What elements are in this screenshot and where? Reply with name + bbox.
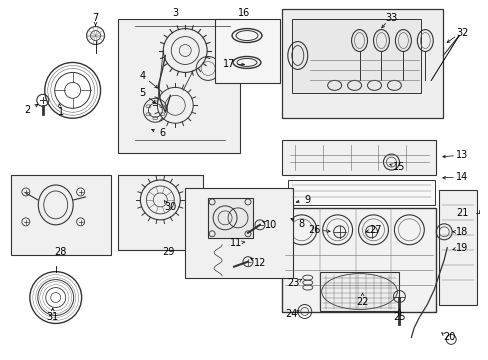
Bar — [291, 19, 421, 93]
Text: 30: 30 — [164, 202, 176, 212]
Text: 26: 26 — [308, 225, 320, 235]
Text: 29: 29 — [162, 247, 174, 257]
Text: 3: 3 — [172, 8, 178, 18]
Text: 25: 25 — [392, 312, 405, 323]
Text: 28: 28 — [55, 247, 67, 257]
Text: 31: 31 — [46, 312, 59, 323]
Text: 2: 2 — [25, 105, 31, 115]
Text: 27: 27 — [368, 225, 381, 235]
Bar — [319, 272, 399, 311]
Bar — [215, 19, 279, 84]
Bar — [118, 19, 240, 153]
Bar — [287, 180, 434, 205]
Text: 6: 6 — [159, 128, 165, 138]
Bar — [11, 175, 110, 255]
Text: 18: 18 — [455, 227, 468, 237]
Text: 15: 15 — [392, 162, 405, 172]
Text: 11: 11 — [229, 238, 242, 248]
Text: 24: 24 — [285, 310, 297, 319]
Bar — [185, 188, 292, 278]
Text: 33: 33 — [385, 13, 397, 23]
Text: 9: 9 — [304, 195, 310, 205]
Text: 23: 23 — [287, 278, 299, 288]
Bar — [118, 175, 203, 250]
Text: 14: 14 — [455, 172, 468, 182]
Bar — [281, 140, 435, 175]
Text: 32: 32 — [455, 28, 468, 37]
Text: 8: 8 — [298, 219, 304, 229]
Bar — [281, 9, 442, 118]
Text: 7: 7 — [92, 13, 99, 23]
Bar — [438, 190, 476, 305]
Bar — [281, 208, 435, 312]
Text: 21: 21 — [455, 208, 468, 218]
Text: 10: 10 — [264, 220, 277, 230]
Text: 20: 20 — [442, 332, 454, 342]
Text: 13: 13 — [455, 150, 468, 160]
Bar — [208, 198, 252, 238]
Text: 17: 17 — [223, 59, 235, 69]
Text: 1: 1 — [58, 107, 63, 117]
Text: 19: 19 — [455, 243, 468, 253]
Text: 12: 12 — [253, 258, 265, 268]
Text: 22: 22 — [356, 297, 368, 306]
Text: 16: 16 — [237, 8, 250, 18]
Text: 4: 4 — [139, 71, 145, 81]
Text: 5: 5 — [139, 88, 145, 98]
